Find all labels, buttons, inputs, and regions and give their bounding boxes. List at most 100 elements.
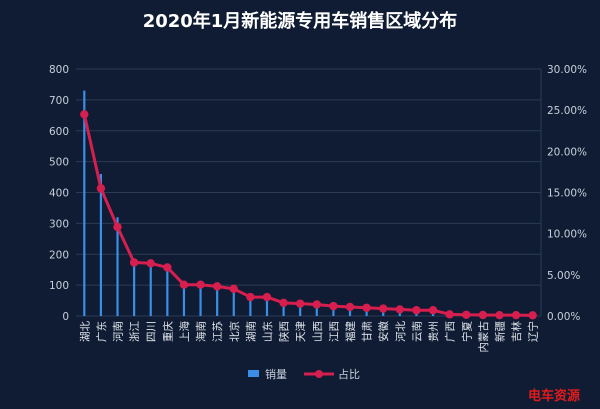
bar bbox=[182, 283, 186, 316]
x-axis-labels: 湖北 广东 河南 浙江 四川 重庆 上海 海南 江苏 北京 湖南 山东 陕西 天津 山西 江西 福建 甘肃 安徽 河北… bbox=[79, 321, 539, 353]
x-category-label: 贵州 bbox=[427, 321, 440, 342]
watermark: 电车资源 bbox=[528, 388, 580, 404]
ratio-point bbox=[113, 222, 122, 232]
ratio-point bbox=[412, 306, 421, 315]
x-category-label: 吉林 bbox=[510, 321, 523, 342]
ratio-point bbox=[528, 311, 537, 320]
left-y-axis: 0 100 200 300 400 500 600 700 800 bbox=[49, 64, 69, 323]
ratio-point bbox=[246, 292, 255, 302]
x-category-label: 河北 bbox=[395, 321, 407, 342]
bar bbox=[332, 305, 335, 316]
x-category-label: 内蒙古 bbox=[477, 321, 490, 353]
y-right-tick-label: 10.00% bbox=[547, 229, 587, 241]
ratio-point bbox=[495, 310, 504, 320]
x-category-label: 福建 bbox=[344, 321, 357, 342]
x-category-label: 陕西 bbox=[278, 321, 291, 342]
y-left-tick-label: 0 bbox=[62, 311, 69, 323]
ratio-point bbox=[312, 300, 322, 309]
y-right-tick-label: 15.00% bbox=[547, 188, 587, 200]
y-left-tick-label: 400 bbox=[49, 188, 69, 200]
bar bbox=[282, 302, 285, 316]
ratio-point bbox=[329, 301, 338, 311]
x-category-label: 海南 bbox=[195, 321, 208, 342]
x-category-label: 江苏 bbox=[211, 321, 224, 342]
x-category-label: 广西 bbox=[445, 321, 457, 342]
x-category-label: 上海 bbox=[178, 321, 191, 342]
x-category-label: 甘肃 bbox=[361, 321, 374, 342]
y-right-tick-label: 0.00% bbox=[547, 311, 580, 323]
x-category-label: 湖南 bbox=[244, 321, 257, 342]
x-category-label: 湖北 bbox=[79, 321, 91, 342]
ratio-point bbox=[146, 259, 155, 268]
ratio-point bbox=[80, 110, 89, 119]
ratio-point bbox=[196, 280, 205, 289]
y-left-tick-label: 600 bbox=[49, 126, 69, 138]
ratio-point bbox=[379, 304, 388, 313]
ratio-point bbox=[212, 282, 222, 291]
ratio-point bbox=[262, 292, 272, 302]
bar bbox=[199, 285, 202, 316]
grid-lines bbox=[76, 68, 542, 317]
x-category-label: 辽宁 bbox=[527, 321, 540, 342]
y-left-tick-label: 500 bbox=[49, 157, 69, 169]
bar bbox=[216, 286, 219, 316]
y-left-tick-label: 700 bbox=[49, 95, 69, 107]
legend-line-marker bbox=[315, 370, 323, 378]
bar bbox=[315, 303, 318, 316]
x-category-label: 山东 bbox=[261, 321, 274, 342]
x-category-label: 云南 bbox=[410, 321, 423, 342]
ratio-point bbox=[511, 310, 521, 320]
legend-bar-label: 销量 bbox=[265, 367, 287, 381]
ratio-point bbox=[445, 310, 454, 319]
line-series bbox=[80, 110, 537, 320]
bar bbox=[116, 217, 119, 316]
bar bbox=[99, 173, 103, 316]
x-category-label: 重庆 bbox=[161, 321, 174, 342]
x-category-label: 江西 bbox=[328, 321, 340, 342]
bar bbox=[83, 90, 86, 316]
ratio-line bbox=[82, 113, 533, 317]
x-category-label: 宁夏 bbox=[460, 321, 473, 342]
y-right-tick-label: 5.00% bbox=[547, 270, 580, 282]
ratio-point bbox=[229, 284, 238, 294]
bar-series bbox=[83, 90, 534, 316]
y-left-tick-label: 300 bbox=[49, 218, 69, 230]
ratio-point bbox=[96, 184, 106, 193]
bar bbox=[166, 266, 169, 316]
bar bbox=[232, 288, 235, 316]
x-category-label: 广东 bbox=[95, 321, 108, 342]
x-category-label: 四川 bbox=[146, 321, 158, 342]
bar bbox=[265, 297, 269, 316]
x-category-label: 新疆 bbox=[493, 321, 506, 342]
bar bbox=[149, 261, 152, 316]
ratio-point bbox=[395, 305, 405, 314]
bar bbox=[133, 260, 136, 316]
legend-line-label: 占比 bbox=[338, 367, 360, 381]
ratio-point bbox=[129, 258, 139, 267]
legend: 销量 占比 bbox=[248, 367, 360, 381]
y-right-tick-label: 20.00% bbox=[547, 146, 587, 158]
ratio-point bbox=[179, 280, 189, 289]
x-category-label: 北京 bbox=[228, 321, 241, 342]
ratio-point bbox=[478, 310, 488, 320]
legend-bar-swatch bbox=[248, 370, 259, 377]
x-category-label: 浙江 bbox=[129, 321, 141, 342]
ratio-point bbox=[295, 299, 305, 308]
bar bbox=[348, 306, 352, 316]
x-category-label: 山西 bbox=[312, 321, 324, 342]
bar bbox=[299, 303, 302, 316]
right-y-axis: 0.00% 5.00% 10.00% 15.00% 20.00% 25.00% 30.00% bbox=[547, 64, 587, 323]
ratio-point bbox=[462, 310, 471, 319]
ratio-point bbox=[279, 298, 288, 308]
ratio-point bbox=[163, 263, 172, 272]
y-left-tick-label: 200 bbox=[49, 249, 69, 261]
ratio-point bbox=[428, 306, 438, 315]
y-left-tick-label: 800 bbox=[49, 64, 69, 76]
y-right-tick-label: 25.00% bbox=[547, 105, 587, 117]
x-category-label: 安徽 bbox=[377, 321, 390, 342]
x-category-label: 天津 bbox=[295, 321, 307, 342]
chart-title: 2020年1月新能源专用车销售区域分布 bbox=[143, 10, 458, 32]
bar bbox=[249, 295, 252, 316]
